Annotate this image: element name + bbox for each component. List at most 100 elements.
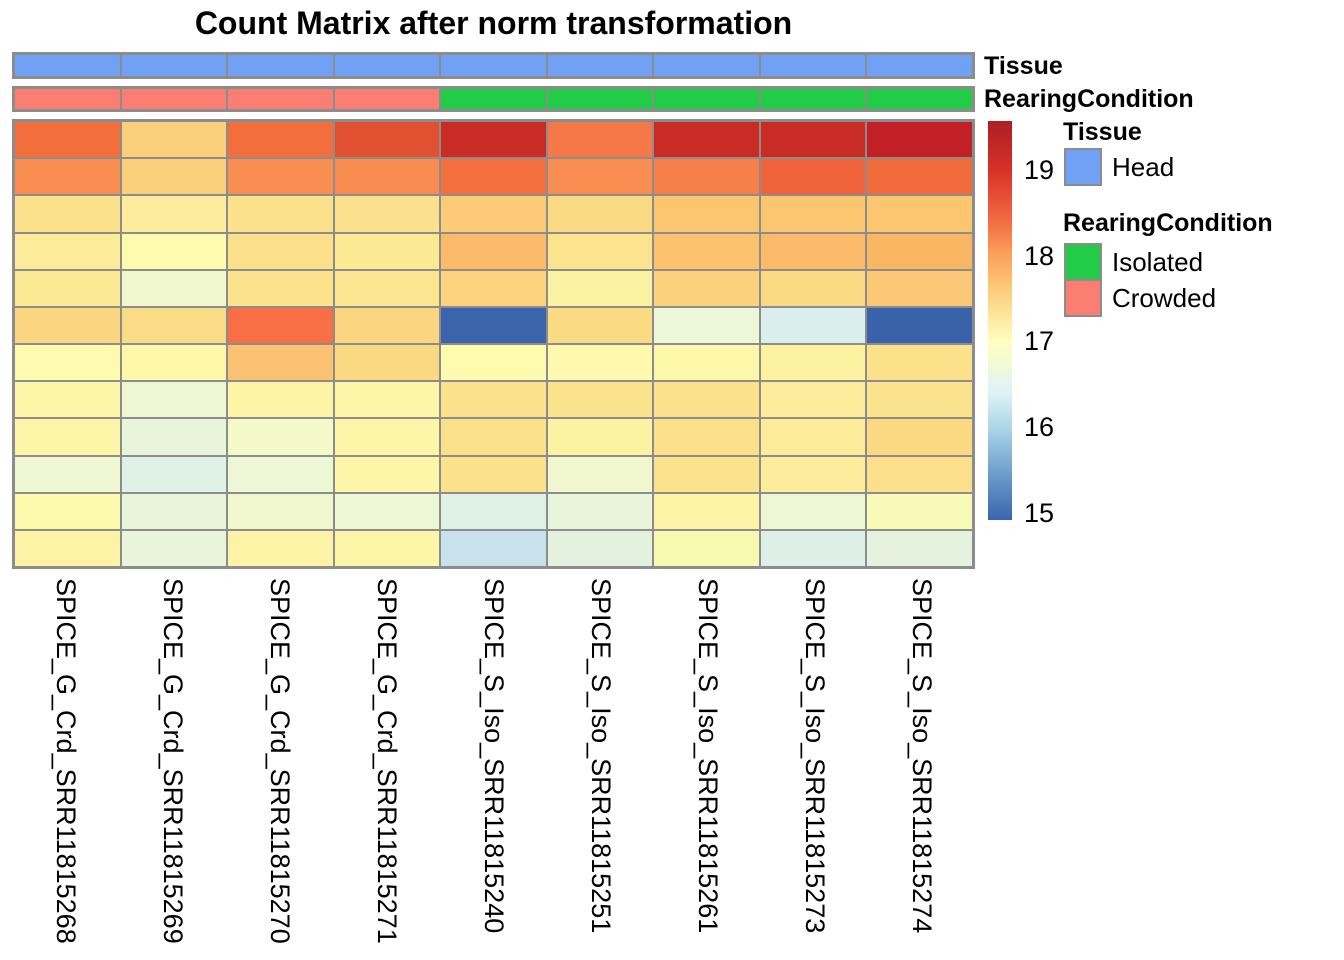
heatmap-cell (653, 121, 760, 159)
heatmap-cell (227, 381, 334, 419)
heatmap-cell (120, 418, 228, 456)
heatmap-cell (227, 344, 334, 382)
heatmap-cell (333, 232, 441, 270)
column-label: SPICE_S_Iso_SRR11815240 (479, 578, 509, 934)
heatmap-cell (227, 529, 334, 567)
heatmap-cell (546, 306, 654, 344)
heatmap-cell (227, 306, 334, 344)
heatmap-cell (653, 492, 760, 530)
column-label: SPICE_G_Crd_SRR11815269 (158, 578, 188, 944)
heatmap-cell (120, 344, 228, 382)
heatmap-cell (653, 344, 760, 382)
heatmap-cell (120, 529, 228, 567)
rearing-annotation-cell (120, 88, 228, 110)
heatmap-cell (546, 492, 654, 530)
heatmap-cell (440, 195, 547, 233)
heatmap-cell (759, 455, 867, 493)
heatmap-cell (866, 381, 973, 419)
heatmap-cell (14, 269, 121, 307)
heatmap-cell (866, 158, 973, 196)
tissue-annotation-bar (12, 52, 975, 79)
colorbar-tick-label: 15 (1024, 498, 1055, 529)
heatmap-cell (546, 529, 654, 567)
heatmap-cell (333, 381, 441, 419)
heatmap-cell (759, 492, 867, 530)
column-label: SPICE_S_Iso_SRR11815273 (800, 578, 830, 934)
tissue-annotation-cell (440, 54, 547, 77)
tissue-annotation-cell (120, 54, 228, 77)
rearing-condition-annotation-label: RearingCondition (984, 85, 1194, 113)
heatmap-cell (120, 455, 228, 493)
column-label: SPICE_S_Iso_SRR11815274 (907, 578, 937, 934)
heatmap-cell (653, 418, 760, 456)
heatmap-cell (14, 344, 121, 382)
heatmap-cell (120, 306, 228, 344)
heatmap-cell (333, 529, 441, 567)
heatmap-cell (333, 306, 441, 344)
heatmap-cell (120, 195, 228, 233)
colorbar-tick-label: 18 (1024, 240, 1055, 271)
heatmap-cell (14, 455, 121, 493)
heatmap-cell (440, 232, 547, 270)
heatmap-cell (14, 306, 121, 344)
tissue-annotation-cell (546, 54, 654, 77)
heatmap-cell (227, 121, 334, 159)
heatmap-cell (14, 492, 121, 530)
rearing-annotation-cell (440, 88, 547, 110)
heatmap-cell (866, 455, 973, 493)
heatmap-cell (546, 418, 654, 456)
tissue-annotation-cell (333, 54, 441, 77)
heatmap-cell (546, 195, 654, 233)
colorbar-tick-label: 19 (1024, 154, 1055, 185)
heatmap-cell (759, 158, 867, 196)
heatmap-cell (440, 492, 547, 530)
heatmap-cell (866, 232, 973, 270)
tissue-annotation-cell (14, 54, 121, 77)
heatmap-cell (440, 269, 547, 307)
heatmap-cell (759, 195, 867, 233)
heatmap-cell (440, 158, 547, 196)
rearing-annotation-cell (333, 88, 441, 110)
heatmap-cell (333, 121, 441, 159)
heatmap-cell (14, 529, 121, 567)
heatmap-cell (440, 381, 547, 419)
tissue-annotation-cell (653, 54, 760, 77)
rearing-annotation-cell (866, 88, 973, 110)
legend-tissue-item-label: Head (1112, 152, 1175, 182)
heatmap-cell (546, 381, 654, 419)
heatmap-cell (546, 344, 654, 382)
chart-title: Count Matrix after norm transformation (194, 5, 793, 41)
heatmap-cell (546, 269, 654, 307)
heatmap-cell (546, 232, 654, 270)
legend-rearing-header: RearingCondition (1063, 209, 1273, 237)
heatmap-cell (333, 492, 441, 530)
heatmap-cell (14, 418, 121, 456)
colorbar-tick-label: 16 (1024, 412, 1055, 443)
heatmap-cell (653, 381, 760, 419)
legend-rearing-item-label: Isolated (1112, 247, 1204, 277)
heatmap-cell (866, 121, 973, 159)
heatmap-cell (759, 121, 867, 159)
heatmap-cell (866, 195, 973, 233)
heatmap-cell (14, 381, 121, 419)
heatmap-cell (759, 418, 867, 456)
heatmap-cell (227, 269, 334, 307)
heatmap-cell (653, 195, 760, 233)
colorbar (988, 121, 1012, 520)
heatmap-cell (14, 232, 121, 270)
heatmap-cell (14, 121, 121, 159)
rearing-annotation-cell (227, 88, 334, 110)
heatmap-cell (546, 158, 654, 196)
heatmap-cell (546, 121, 654, 159)
heatmap-cell (759, 381, 867, 419)
column-label: SPICE_S_Iso_SRR11815251 (586, 578, 616, 934)
legend-tissue-item-swatch (1064, 148, 1102, 186)
column-label: SPICE_S_Iso_SRR11815261 (693, 578, 723, 934)
rearing-annotation-cell (759, 88, 867, 110)
column-label: SPICE_G_Crd_SRR11815271 (372, 578, 402, 944)
heatmap-cell (866, 492, 973, 530)
legend-rearing-item-swatch (1064, 279, 1102, 317)
tissue-annotation-label: Tissue (984, 52, 1063, 80)
heatmap-cell (227, 492, 334, 530)
heatmap-cell (759, 529, 867, 567)
